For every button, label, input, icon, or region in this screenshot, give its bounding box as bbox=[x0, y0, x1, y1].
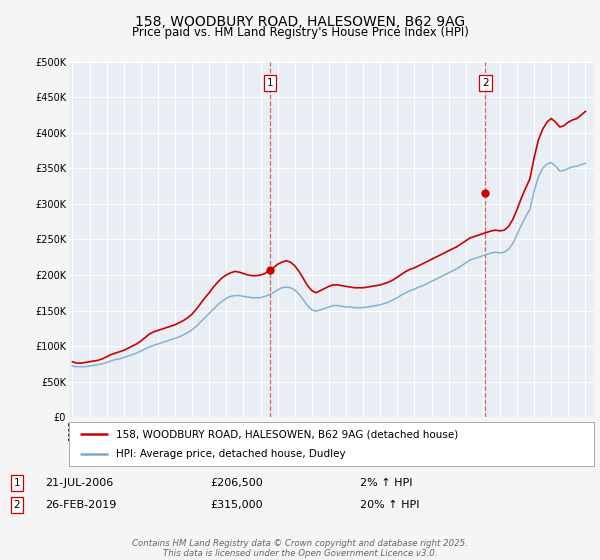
Text: 20% ↑ HPI: 20% ↑ HPI bbox=[360, 500, 419, 510]
Text: 1: 1 bbox=[13, 478, 20, 488]
Text: 2: 2 bbox=[482, 78, 489, 88]
Text: 158, WOODBURY ROAD, HALESOWEN, B62 9AG: 158, WOODBURY ROAD, HALESOWEN, B62 9AG bbox=[135, 15, 465, 29]
Text: HPI: Average price, detached house, Dudley: HPI: Average price, detached house, Dudl… bbox=[116, 449, 346, 459]
Text: £315,000: £315,000 bbox=[210, 500, 263, 510]
Text: 2% ↑ HPI: 2% ↑ HPI bbox=[360, 478, 413, 488]
Text: £206,500: £206,500 bbox=[210, 478, 263, 488]
Text: Price paid vs. HM Land Registry's House Price Index (HPI): Price paid vs. HM Land Registry's House … bbox=[131, 26, 469, 39]
Text: 2: 2 bbox=[13, 500, 20, 510]
Text: 21-JUL-2006: 21-JUL-2006 bbox=[45, 478, 113, 488]
Text: 158, WOODBURY ROAD, HALESOWEN, B62 9AG (detached house): 158, WOODBURY ROAD, HALESOWEN, B62 9AG (… bbox=[116, 429, 458, 439]
Text: Contains HM Land Registry data © Crown copyright and database right 2025.
This d: Contains HM Land Registry data © Crown c… bbox=[132, 539, 468, 558]
Text: 1: 1 bbox=[266, 78, 273, 88]
Text: 26-FEB-2019: 26-FEB-2019 bbox=[45, 500, 116, 510]
